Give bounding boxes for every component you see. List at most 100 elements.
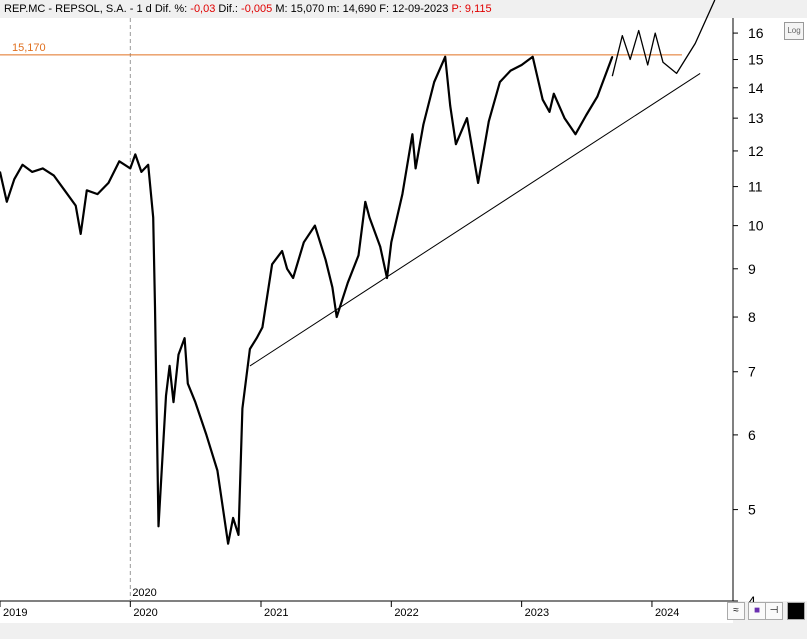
price-point [118,160,121,163]
support-trendline [249,72,701,367]
price-point [477,182,479,184]
y-tick-label: 5 [748,502,756,518]
price-point [499,81,501,83]
price-point [531,55,534,58]
price-point [611,55,614,58]
price-point [281,250,283,252]
price-point [455,143,457,145]
price-point [227,542,229,545]
y-tick-label: 15 [748,52,764,68]
price-point [21,164,24,166]
log-scale-button[interactable]: Log [784,22,804,40]
price-point [216,469,219,472]
price-point [96,193,99,195]
price-point [401,193,404,195]
price-point [249,348,251,350]
price-point [379,245,382,248]
price-point [346,281,349,284]
price-point [31,171,33,173]
price-point [335,316,338,318]
price-point [261,326,264,329]
y-tick-label: 14 [748,80,764,96]
price-point [331,286,334,289]
price-point [357,254,360,257]
y-tick-label: 7 [748,364,756,380]
x-axis-panel [0,601,733,623]
price-point [152,216,154,219]
save-icon[interactable]: ■ [748,602,766,620]
price-point [232,517,234,519]
price-point [74,204,77,207]
year-divider-label: 2020 [132,587,156,599]
p-value: 9,115 [464,3,492,15]
price-point [107,182,110,184]
price-point [364,200,367,203]
price-point [194,401,197,403]
price-point [487,120,490,123]
price-point [520,64,523,66]
price-point [187,382,189,385]
price-point [596,95,599,98]
p-label: P: [451,3,462,15]
price-point [129,167,132,170]
dif-pct-value: -0,03 [190,3,216,15]
price-point [165,395,167,397]
x-tick-label: 2021 [264,607,288,619]
dif-label: Dif.: [218,3,238,15]
y-tick-label: 16 [748,25,764,41]
price-point [85,189,88,192]
price-point [449,104,452,107]
price-point [134,153,137,156]
y-tick-label: 12 [748,143,764,159]
resistance-label: 15,170 [12,42,46,54]
price-point [390,241,393,244]
price-point [168,365,171,367]
zoom-icon[interactable]: ≈ [727,602,745,620]
dif-value: -0,005 [241,3,273,15]
x-tick-label: 2023 [525,607,549,619]
interval-label[interactable]: 1 d [136,3,152,15]
price-point [237,534,240,536]
price-point [183,337,186,339]
y-tick-label: 8 [748,309,756,325]
price-point [147,164,149,166]
pin-icon[interactable]: ⊣ [765,602,783,620]
color-swatch-icon[interactable] [787,602,805,620]
y-tick-label: 6 [748,427,756,443]
price-point [292,277,294,279]
price-point [548,111,551,113]
price-point [42,167,44,170]
y-tick-label: 4 [748,593,756,609]
price-point [5,200,8,203]
price-point [368,216,371,219]
price-point [286,267,288,270]
x-tick-label: 2024 [655,607,679,619]
price-series-line [0,55,614,545]
y-tick-label: 13 [748,110,764,126]
price-point [271,263,273,266]
price-point [466,117,468,119]
price-point [314,224,316,227]
x-tick-label: 2020 [133,607,157,619]
date-label: F: 12-09-2023 [379,3,449,15]
price-point [563,117,566,119]
chart-header: REP.MC - REPSOL, S.A. - 1 d Dif. %: -0,0… [4,3,492,15]
y-tick-label: 11 [748,179,763,195]
price-point [79,233,82,235]
dif-pct-label: Dif. %: [154,3,188,15]
x-tick-label: 2022 [394,607,418,619]
y-tick-label: 10 [748,218,764,234]
price-point [574,133,577,136]
price-point [0,171,1,173]
price-point [63,189,66,192]
price-point [414,167,417,170]
price-point [324,258,327,261]
price-point [422,123,425,126]
min-label: m: 14,690 [327,3,377,15]
max-label: M: 15,070 [275,3,325,15]
price-point [444,55,447,58]
y-tick-label: 9 [748,261,756,277]
price-point [172,401,175,403]
